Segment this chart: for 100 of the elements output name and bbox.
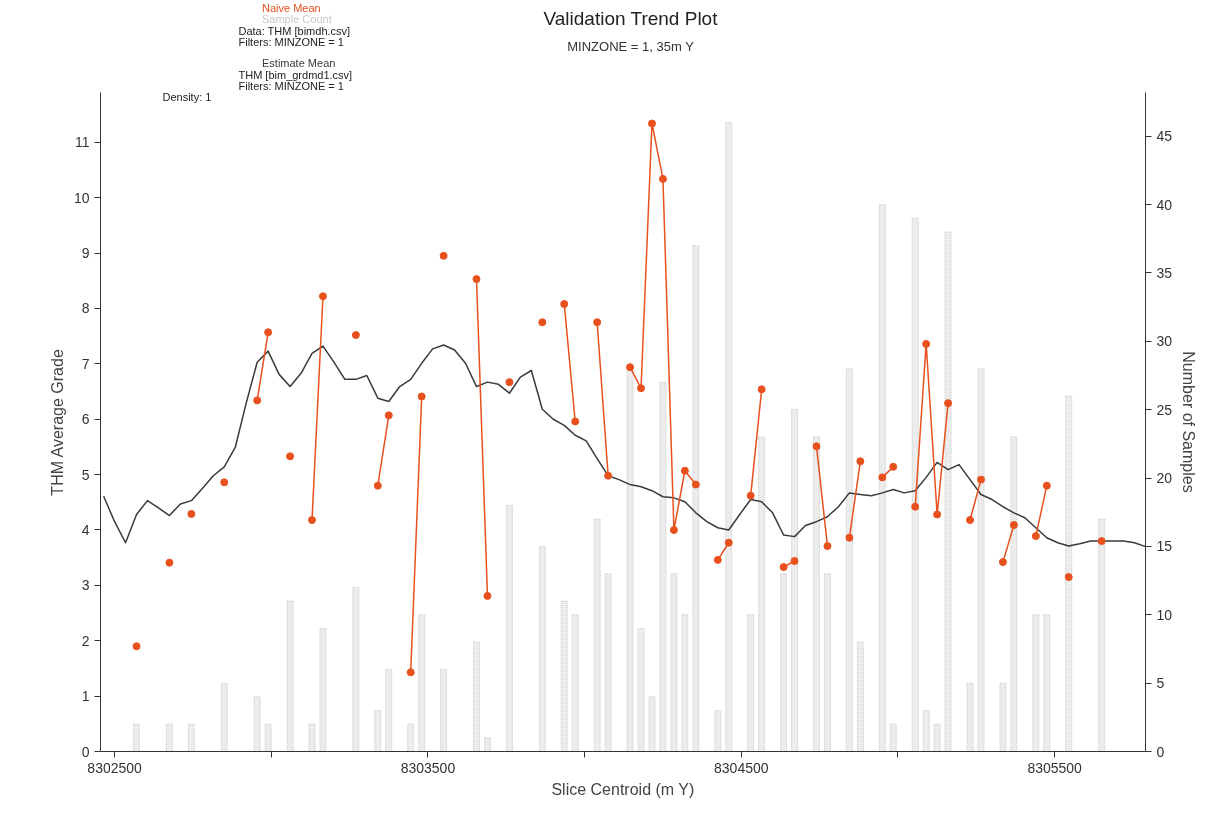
bar [1032,614,1040,752]
y-tick-label: 2 [81,632,90,649]
point [933,510,942,519]
bar [571,614,579,752]
bar [780,573,788,752]
point [757,385,766,394]
y2-tick-label: 0 [1156,743,1165,760]
point [1031,532,1040,541]
bar [648,696,656,752]
point [724,538,733,547]
point [483,591,492,600]
bar [845,368,853,752]
point [658,174,667,183]
point [637,384,646,393]
bar [977,368,985,752]
bar [725,122,733,752]
point [593,318,602,327]
bar [483,737,491,752]
point [439,251,448,260]
bar [133,723,141,752]
bar [1043,614,1051,752]
point [286,452,295,461]
point [220,478,229,487]
bar [856,641,864,752]
bar [187,723,195,752]
point [264,328,273,337]
y-tick-label: 6 [81,411,90,428]
point [944,399,953,408]
bar [418,614,426,752]
point [351,331,360,340]
bar [659,381,667,752]
y-tick-label: 7 [81,355,90,372]
point [604,471,613,480]
point [691,480,700,489]
y-tick-label: 3 [81,577,90,594]
bar [473,641,481,752]
bar [626,368,634,752]
point [384,411,393,420]
point [373,481,382,490]
chart-title: Validation Trend Plot [543,8,719,29]
y2-tick-label: 20 [1156,470,1173,487]
y2-tick-label: 40 [1156,196,1173,213]
bar [440,668,448,752]
point [505,378,514,387]
point [976,475,985,484]
y-tick-label: 4 [81,521,90,538]
y-axis-title: THM Average Grade [48,349,66,496]
bar [758,436,766,752]
bar [593,518,601,752]
chart-subtitle: MINZONE = 1, 35m Y [567,39,695,54]
point [680,466,689,475]
bar [944,231,952,752]
point [1064,573,1073,582]
point [998,558,1007,567]
bar [670,573,678,752]
bar [791,409,799,752]
bar [374,709,382,752]
y-tick-label: 10 [73,189,90,206]
bar [878,204,886,752]
y2-tick-label: 15 [1156,538,1173,555]
point [966,516,975,525]
y-tick-label: 9 [81,245,90,262]
bar [1065,395,1073,752]
bar [922,709,930,752]
bar [253,696,261,752]
bar [1010,436,1018,752]
text: Estimate Mean [262,56,336,69]
bar [681,614,689,752]
y2-axis-title: Number of Samples [1180,351,1198,493]
bar [966,682,974,752]
point [626,363,635,372]
point [1097,537,1106,546]
bar [637,627,645,752]
bar [407,723,415,752]
y2-tick-label: 10 [1156,606,1173,623]
y2-tick-label: 30 [1156,333,1173,350]
point [922,339,931,348]
bar [1098,518,1106,752]
point [746,491,755,500]
point [812,442,821,451]
point [538,318,547,327]
y2-tick-label: 25 [1156,401,1173,418]
point [647,119,656,128]
bar [747,614,755,752]
bar [505,504,513,752]
point [889,462,898,471]
bar [999,682,1007,752]
point [669,525,678,534]
point [1042,481,1051,490]
y-tick-label: 1 [81,688,90,705]
point [845,533,854,542]
point [713,555,722,564]
point [911,502,920,511]
x-tick-label: 8303500 [400,759,456,776]
point [790,557,799,565]
bar [286,600,294,752]
bar [319,627,327,752]
point [165,558,174,567]
bar [933,723,941,752]
bar [165,723,173,752]
